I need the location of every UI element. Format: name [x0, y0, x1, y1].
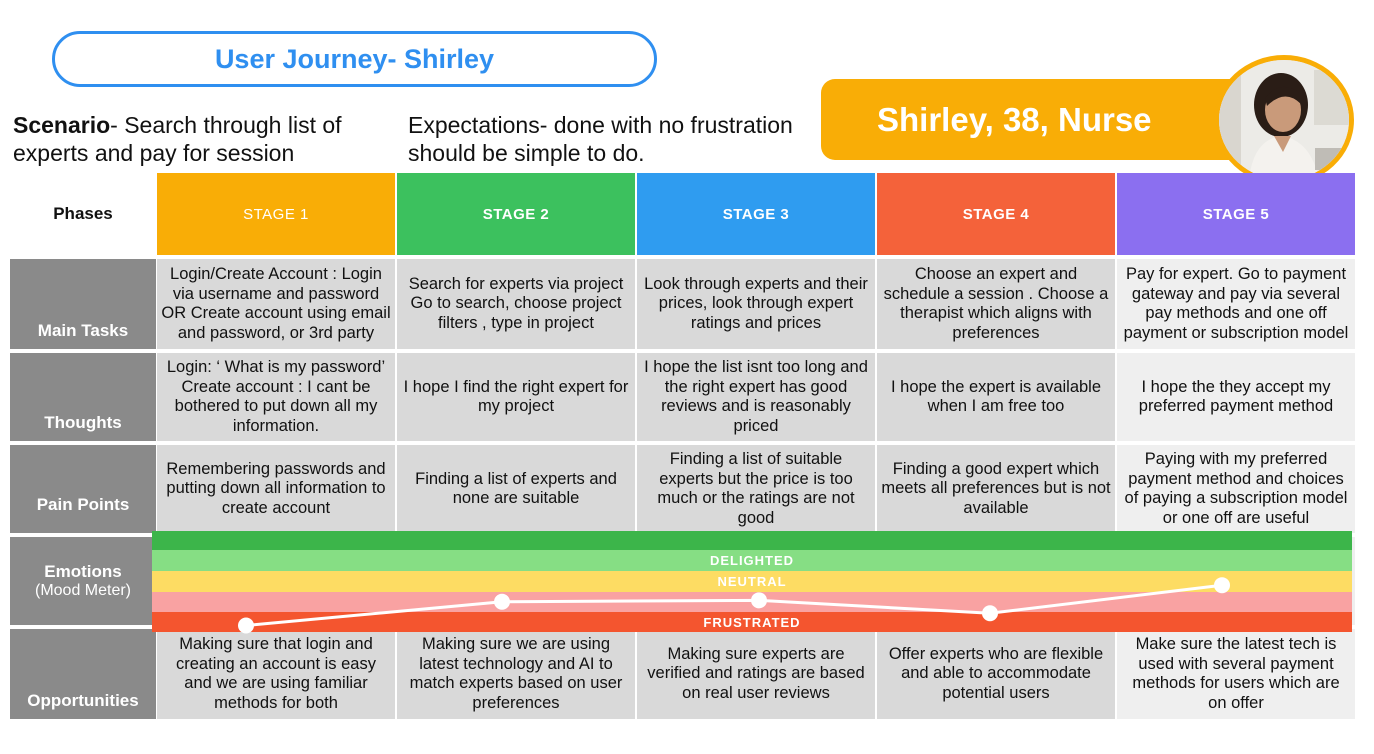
main-tasks-cell-stage-3: Look through experts and their prices, l… — [637, 259, 875, 349]
mood-band-frustrated — [152, 612, 1352, 632]
mood-line — [245, 583, 1223, 628]
opportunities-cell-stage-5: Make sure the latest tech is used with s… — [1117, 629, 1355, 719]
main-tasks-cell-stage-2: Search for experts via project Go to sea… — [397, 259, 635, 349]
pain-points-cell-stage-2: Finding a list of experts and none are s… — [397, 445, 635, 533]
opportunities-cell-stage-1: Making sure that login and creating an a… — [157, 629, 395, 719]
mood-point-stage-3 — [751, 592, 767, 609]
journey-title: User Journey- Shirley — [52, 31, 657, 87]
main-tasks-cell-stage-4: Choose an expert and schedule a session … — [877, 259, 1115, 349]
row-label-text: Emotions — [44, 562, 122, 581]
mood-band-neutral — [152, 571, 1352, 592]
mood-band-label: NEUTRAL — [717, 574, 787, 589]
expectations-text: Expectations- done with no frustration s… — [408, 112, 793, 166]
mood-point-stage-2 — [494, 593, 510, 610]
mood-band-label: FRUSTRATED — [703, 615, 801, 630]
pain-points-cell-stage-1: Remembering passwords and putting down a… — [157, 445, 395, 533]
mood-point-stage-1 — [238, 617, 254, 634]
mood-band-band-1 — [152, 531, 1352, 550]
row-label-opportunities: Opportunities — [10, 629, 156, 719]
stage-header-1: STAGE 1 — [157, 173, 395, 255]
thoughts-cell-stage-2: I hope I find the right expert for my pr… — [397, 353, 635, 441]
thoughts-cell-stage-4: I hope the expert is available when I am… — [877, 353, 1115, 441]
main-tasks-cell-stage-1: Login/Create Account : Login via usernam… — [157, 259, 395, 349]
row-sublabel-text: (Mood Meter) — [34, 582, 132, 599]
row-label-text: Opportunities — [27, 691, 139, 710]
main-tasks-cell-stage-5: Pay for expert. Go to payment gateway an… — [1117, 259, 1355, 349]
scenario-text: Scenario- Search through list of experts… — [13, 111, 393, 167]
scenario-description: - Search through list of experts and pay… — [13, 112, 342, 166]
thoughts-cell-stage-5: I hope the they accept my preferred paym… — [1117, 353, 1355, 441]
persona-avatar — [1214, 55, 1354, 185]
stage-header-2: STAGE 2 — [397, 173, 635, 255]
row-label-emotions: Emotions (Mood Meter) — [10, 537, 156, 625]
row-label-text: Thoughts — [44, 413, 122, 432]
pain-points-cell-stage-5: Paying with my preferred payment method … — [1117, 445, 1355, 533]
stage-header-4: STAGE 4 — [877, 173, 1115, 255]
persona-photo — [1219, 60, 1349, 180]
row-label-text: Main Tasks — [37, 321, 129, 340]
stage-header-5: STAGE 5 — [1117, 173, 1355, 255]
row-label-text: Pain Points — [36, 495, 130, 514]
mood-band-label: DELIGHTED — [709, 553, 795, 568]
mood-point-stage-5 — [1214, 577, 1230, 594]
pain-points-cell-stage-4: Finding a good expert which meets all pr… — [877, 445, 1115, 533]
scenario-label: Scenario — [13, 112, 111, 138]
row-label-main-tasks: Main Tasks — [10, 259, 156, 349]
phases-label: Phases — [53, 204, 113, 223]
pain-points-cell-stage-3: Finding a list of suitable experts but t… — [637, 445, 875, 533]
mood-point-stage-4 — [982, 605, 998, 622]
row-label-thoughts: Thoughts — [10, 353, 156, 441]
thoughts-cell-stage-3: I hope the list isnt too long and the ri… — [637, 353, 875, 441]
mood-band-delighted — [152, 550, 1352, 571]
opportunities-cell-stage-4: Offer experts who are flexible and able … — [877, 629, 1115, 719]
stage-header-3: STAGE 3 — [637, 173, 875, 255]
persona-banner: Shirley, 38, Nurse — [821, 79, 1291, 160]
opportunities-cell-stage-2: Making sure we are using latest technolo… — [397, 629, 635, 719]
opportunities-cell-stage-3: Making sure experts are verified and rat… — [637, 629, 875, 719]
row-label-pain-points: Pain Points — [10, 445, 156, 533]
thoughts-cell-stage-1: Login: ‘ What is my password’ Create acc… — [157, 353, 395, 441]
